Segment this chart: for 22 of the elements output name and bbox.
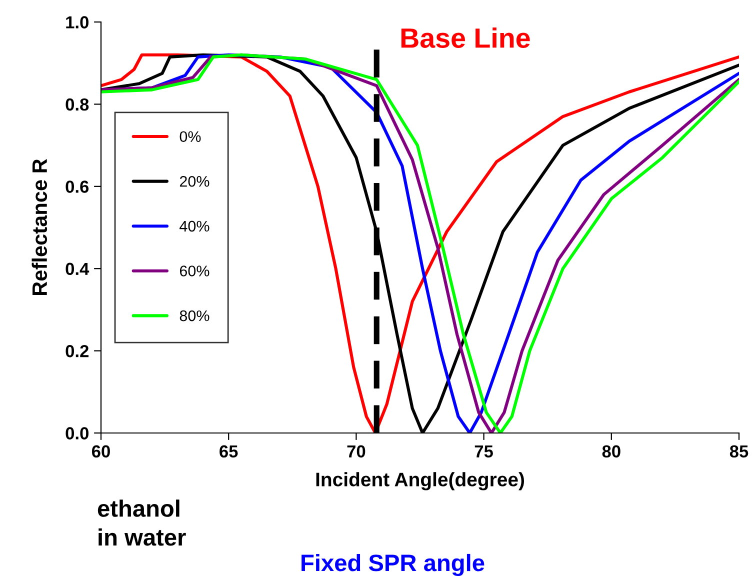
legend-label: 0% — [180, 131, 201, 142]
y-tick-label: 1.0 — [66, 16, 88, 28]
x-tick-label: 75 — [474, 445, 493, 458]
y-tick-label: 0.4 — [66, 262, 90, 276]
legend-label: 60% — [180, 266, 210, 276]
x-tick-label: 60 — [92, 445, 110, 458]
x-tick-label: 80 — [602, 445, 620, 458]
y-tick-label: 0.2 — [66, 344, 88, 358]
legend-label: 20% — [180, 176, 210, 187]
y-tick-label: 0.0 — [66, 427, 88, 440]
y-tick-label: 0.6 — [66, 180, 89, 193]
text: ethanol in water — [98, 500, 186, 546]
ref-line-label: Base Line — [401, 28, 530, 48]
y-tick-label: 0.8 — [66, 98, 89, 111]
x-tick-label: 85 — [730, 445, 748, 458]
y-axis-title: Reflectance R — [32, 159, 48, 295]
x-tick-label: 70 — [347, 445, 366, 458]
x-axis-title: Incident Angle(degree) — [316, 472, 524, 490]
text: Fixed SPR angle — [302, 554, 484, 576]
x-tick-label: 65 — [220, 445, 238, 458]
legend-label: 40% — [180, 220, 210, 232]
legend-label: 80% — [180, 310, 210, 322]
